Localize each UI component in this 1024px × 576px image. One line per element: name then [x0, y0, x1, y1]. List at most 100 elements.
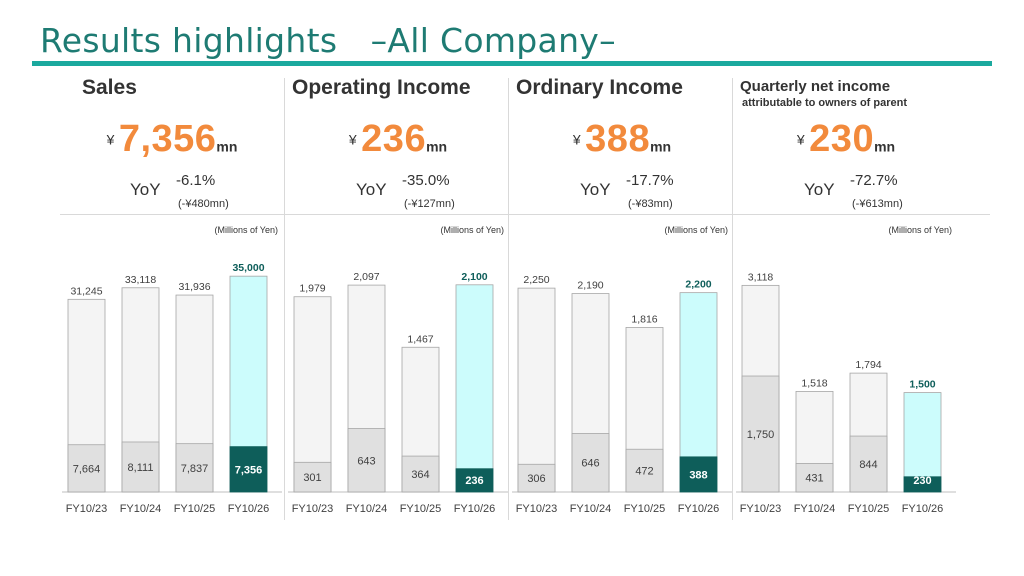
panel-title: Quarterly net income — [740, 78, 891, 95]
first-half-value-label: 8,111 — [128, 462, 154, 474]
full-year-value-label: 1,467 — [407, 333, 433, 345]
bar-full-year — [455, 284, 494, 493]
full-year-value-label: 2,200 — [685, 279, 711, 291]
category-label: FY10/23 — [66, 503, 108, 515]
bar-first-half — [347, 428, 386, 493]
category-label: FY10/24 — [570, 503, 612, 515]
full-year-value-label: 2,250 — [523, 274, 549, 286]
category-label: FY10/26 — [454, 503, 496, 515]
yen-symbol: ¥ — [572, 131, 581, 148]
headline-number: 236 — [361, 118, 427, 160]
first-half-value-label: 7,664 — [73, 463, 101, 475]
header-divider — [60, 214, 990, 215]
page-title: Results highlights –All Company– — [40, 21, 616, 60]
headline-value: ¥ 236mn — [286, 118, 510, 161]
yen-symbol: ¥ — [106, 131, 115, 148]
yoy-label: YoY — [580, 180, 611, 199]
title-rule — [32, 61, 992, 66]
category-label: FY10/25 — [400, 503, 442, 515]
bar-chart: 2,250 306 FY10/23 2,190 646 FY10/24 1,816 472 FY… — [512, 274, 732, 515]
bar-first-half — [795, 463, 834, 493]
bar-first-half — [67, 444, 106, 493]
full-year-value-label: 2,190 — [577, 280, 603, 292]
panel-ordinary-income: Ordinary Income ¥ 388mn YoY -17.7% (-¥83… — [510, 72, 734, 520]
bar-first-half — [293, 461, 332, 493]
full-year-value-label: 35,000 — [232, 262, 264, 274]
first-half-value-label: 646 — [581, 458, 599, 470]
bar-first-half — [571, 433, 610, 493]
bar-first-half — [121, 441, 160, 493]
category-label: FY10/26 — [228, 503, 270, 515]
yoy-percent: -6.1% — [176, 172, 216, 189]
panel-net-income: Quarterly net income attributable to own… — [734, 72, 958, 520]
bar-first-half — [401, 455, 440, 493]
bar-first-half — [625, 448, 664, 493]
first-half-value-label: 472 — [635, 466, 653, 478]
full-year-value-label: 1,979 — [299, 283, 325, 295]
headline-number: 7,356 — [118, 118, 217, 160]
panel-sales: Sales ¥ 7,356mn YoY -6.1% (-¥480mn) (Mil… — [60, 72, 284, 520]
units-note: (Millions of Yen) — [440, 225, 504, 235]
first-half-value-label: 7,356 — [235, 464, 263, 476]
category-label: FY10/25 — [848, 503, 890, 515]
category-label: FY10/23 — [740, 503, 782, 515]
first-half-value-label: 301 — [303, 472, 321, 484]
first-half-value-label: 236 — [465, 475, 483, 487]
full-year-value-label: 1,816 — [631, 313, 657, 325]
bar-first-half — [175, 443, 214, 493]
units-note: (Millions of Yen) — [214, 225, 278, 235]
category-label: FY10/25 — [174, 503, 216, 515]
panel-title: Operating Income — [292, 76, 471, 99]
full-year-value-label: 31,936 — [178, 281, 210, 293]
yoy-percent: -72.7% — [850, 172, 898, 189]
units-note: (Millions of Yen) — [664, 225, 728, 235]
yen-symbol: ¥ — [348, 131, 357, 148]
bar-first-half — [849, 435, 888, 493]
yoy-percent: -17.7% — [626, 172, 674, 189]
bar-first-half — [517, 463, 556, 493]
category-label: FY10/23 — [516, 503, 558, 515]
yoy-amount: (-¥613mn) — [852, 198, 903, 210]
headline-unit: mn — [426, 138, 448, 155]
first-half-value-label: 844 — [859, 459, 877, 471]
bar-full-year — [293, 296, 332, 493]
yen-symbol: ¥ — [796, 131, 805, 148]
bar-first-half — [741, 375, 780, 493]
panel-subtitle: attributable to owners of parent — [742, 97, 908, 109]
bar-chart: 3,118 1,750 FY10/23 1,518 431 FY10/24 1,794 844… — [736, 271, 956, 515]
headline-unit: mn — [650, 138, 672, 155]
bar-chart: 1,979 301 FY10/23 2,097 643 FY10/24 1,467 364 FY… — [288, 271, 508, 515]
category-label: FY10/26 — [902, 503, 944, 515]
bar-full-year — [517, 287, 556, 493]
full-year-value-label: 31,245 — [70, 285, 102, 297]
headline-number: 388 — [585, 118, 651, 160]
panel-divider-3 — [732, 78, 733, 520]
category-label: FY10/24 — [346, 503, 388, 515]
full-year-value-label: 1,518 — [801, 377, 827, 389]
full-year-value-label: 2,097 — [353, 271, 379, 283]
yoy-amount: (-¥127mn) — [404, 198, 455, 210]
first-half-value-label: 364 — [411, 469, 429, 481]
full-year-value-label: 1,794 — [855, 359, 881, 371]
panel-title: Ordinary Income — [516, 76, 683, 99]
full-year-value-label: 3,118 — [748, 271, 774, 283]
headline-value: ¥ 7,356mn — [60, 118, 284, 161]
full-year-value-label: 33,118 — [125, 274, 156, 286]
headline-unit: mn — [874, 138, 896, 155]
category-label: FY10/24 — [794, 503, 836, 515]
category-label: FY10/25 — [624, 503, 666, 515]
panel-divider-1 — [284, 78, 285, 520]
first-half-value-label: 306 — [527, 473, 545, 485]
full-year-value-label: 2,100 — [461, 271, 487, 283]
headline-number: 230 — [809, 118, 875, 160]
panel-title: Sales — [82, 76, 137, 99]
headline-value: ¥ 230mn — [734, 118, 958, 161]
first-half-value-label: 643 — [357, 455, 375, 467]
full-year-value-label: 1,500 — [909, 379, 935, 391]
panel-divider-2 — [508, 78, 509, 520]
first-half-value-label: 388 — [689, 469, 707, 481]
category-label: FY10/24 — [120, 503, 162, 515]
bar-first-half — [455, 468, 494, 493]
first-half-value-label: 1,750 — [747, 429, 775, 441]
bar-first-half — [903, 476, 942, 493]
